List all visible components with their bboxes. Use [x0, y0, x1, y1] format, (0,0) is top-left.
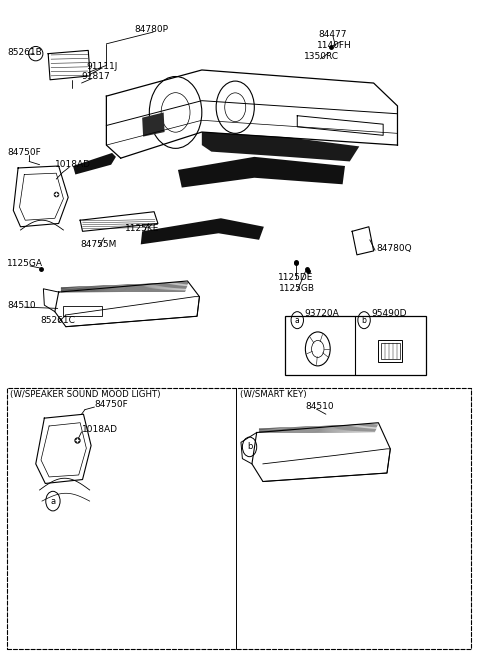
Text: 1125GB: 1125GB	[279, 284, 315, 293]
Text: b: b	[361, 316, 367, 325]
Text: 84477: 84477	[319, 30, 347, 39]
Bar	[381, 343, 400, 359]
Text: 95490D: 95490D	[371, 309, 407, 318]
Polygon shape	[141, 218, 264, 245]
Text: 84510: 84510	[306, 402, 335, 411]
Text: 85261B: 85261B	[7, 48, 42, 57]
Text: 1125GA: 1125GA	[7, 260, 43, 268]
Text: 91111J: 91111J	[86, 62, 118, 72]
Text: 84750F: 84750F	[95, 400, 128, 409]
Bar	[378, 340, 402, 362]
Text: 84780P: 84780P	[134, 25, 168, 34]
Text: a: a	[50, 497, 56, 506]
Text: 85261C: 85261C	[40, 316, 75, 325]
Polygon shape	[142, 112, 165, 136]
Text: a: a	[295, 316, 300, 325]
Text: 84750F: 84750F	[7, 148, 41, 157]
Bar	[63, 306, 102, 316]
Polygon shape	[178, 157, 345, 188]
Text: 1018AD: 1018AD	[55, 160, 91, 169]
Text: 93720A: 93720A	[304, 309, 339, 318]
Text: 84755M: 84755M	[80, 240, 117, 249]
Polygon shape	[202, 132, 360, 161]
Text: 1125KE: 1125KE	[124, 224, 159, 234]
Polygon shape	[73, 153, 116, 174]
Text: 1125DE: 1125DE	[278, 272, 313, 281]
Bar	[285, 316, 426, 375]
Text: (W/SMART KEY): (W/SMART KEY)	[240, 390, 307, 399]
Text: 84510: 84510	[7, 300, 36, 310]
Text: 1018AD: 1018AD	[82, 424, 118, 434]
Text: 1350RC: 1350RC	[304, 52, 339, 61]
Text: (W/SPEAKER SOUND MOOD LIGHT): (W/SPEAKER SOUND MOOD LIGHT)	[10, 390, 160, 399]
Text: 91817: 91817	[82, 72, 110, 81]
Text: b: b	[247, 442, 252, 451]
Text: 84780Q: 84780Q	[376, 244, 412, 253]
Text: 1140FH: 1140FH	[317, 41, 352, 51]
